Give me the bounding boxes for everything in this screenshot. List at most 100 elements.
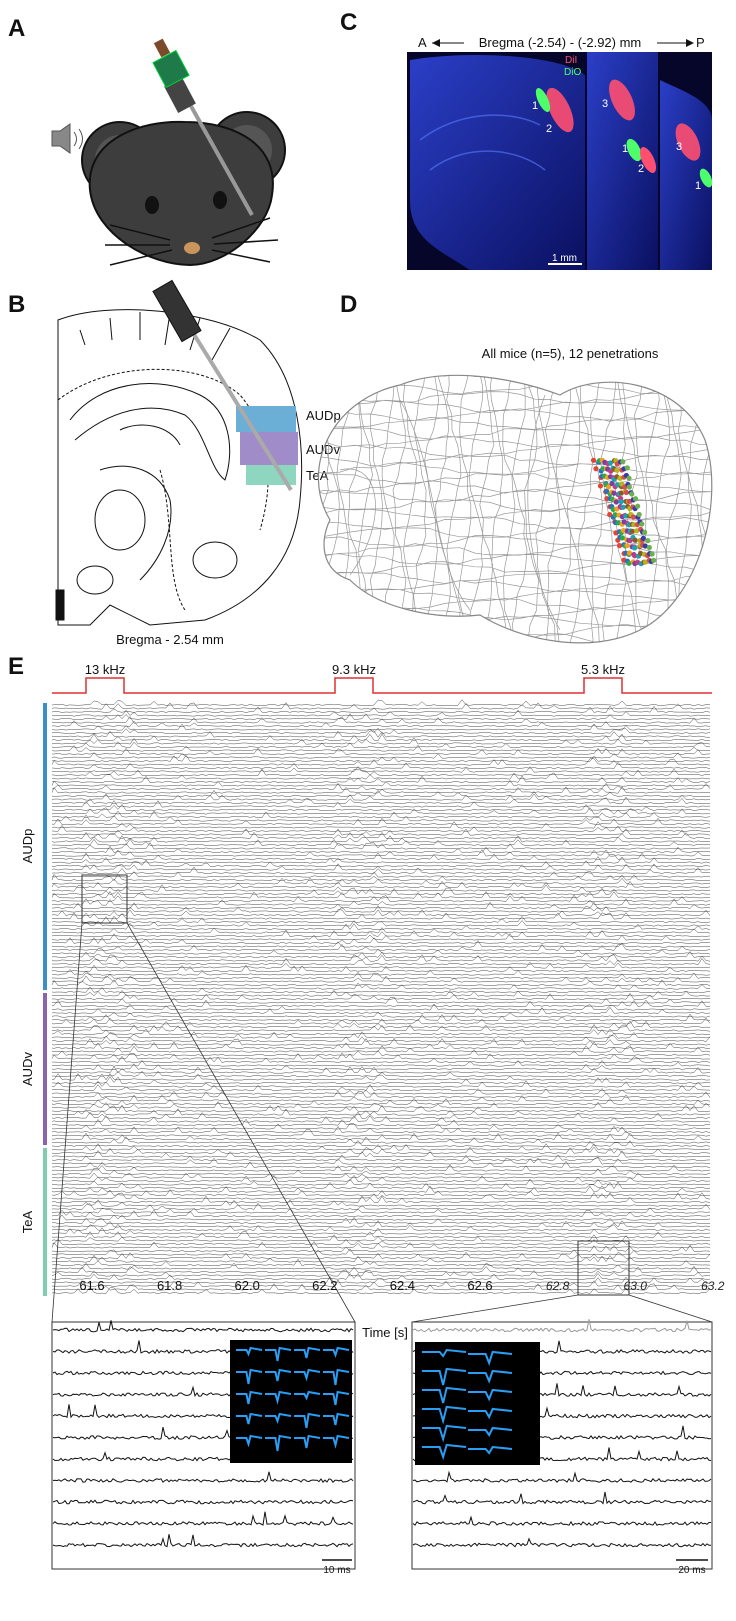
site xyxy=(593,466,599,472)
dye-label: DiO xyxy=(564,67,581,78)
site xyxy=(607,460,614,466)
axis-label: Time [s] xyxy=(362,1325,408,1340)
track-label: 3 xyxy=(602,98,608,110)
panel-label: B xyxy=(8,291,25,318)
region-bar xyxy=(43,993,47,1145)
axis-end-label: A xyxy=(418,35,427,50)
site xyxy=(613,499,619,505)
waveform-inset xyxy=(230,1340,352,1463)
site xyxy=(597,483,604,489)
recording-sites xyxy=(590,457,657,567)
region-tea xyxy=(246,465,296,485)
site xyxy=(624,465,630,471)
arrow xyxy=(686,39,694,47)
region-bar xyxy=(43,703,47,990)
panel-label: D xyxy=(340,291,357,318)
site xyxy=(590,457,597,463)
site xyxy=(645,538,651,544)
region-label: AUDv xyxy=(20,1052,35,1086)
raw-traces xyxy=(51,699,711,1294)
histology-image xyxy=(407,52,713,270)
site xyxy=(623,513,629,519)
site xyxy=(612,512,618,518)
site xyxy=(616,543,623,549)
caption: Bregma - 2.54 mm xyxy=(116,632,224,647)
time-tick-label: 61.6 xyxy=(79,1278,104,1293)
time-axis: 61.6 61.8 62.0 62.2 62.4 62.6 62.8 63.0 63.2 xyxy=(79,1278,724,1293)
site xyxy=(638,550,644,557)
panel-label: E xyxy=(8,653,24,680)
site xyxy=(635,503,641,509)
site xyxy=(614,467,620,473)
panel-title: All mice (n=5), 12 penetrations xyxy=(482,346,659,361)
scale-bar-label: 20 ms xyxy=(678,1565,705,1576)
time-tick-label: 63.0 xyxy=(624,1279,648,1293)
wire-lines xyxy=(318,375,712,643)
site xyxy=(640,535,646,542)
dye-label: DiI xyxy=(565,55,577,66)
site xyxy=(620,504,626,510)
axis-end-label: P xyxy=(696,35,705,50)
scale-bar-label: 1 mm xyxy=(552,253,577,264)
site xyxy=(632,496,639,502)
inset-traces xyxy=(52,1320,354,1548)
site xyxy=(630,514,637,520)
zoom-box xyxy=(577,1240,630,1296)
site xyxy=(619,535,625,541)
site xyxy=(626,484,633,490)
time-tick-label: 62.6 xyxy=(467,1278,492,1293)
zoom-lines xyxy=(51,922,713,1323)
axis-title: Bregma (-2.54) - (-2.92) mm xyxy=(479,35,642,50)
track-label: 1 xyxy=(695,180,701,192)
time-tick-label: 62.4 xyxy=(390,1278,415,1293)
site xyxy=(632,537,638,543)
region-bar xyxy=(43,1148,47,1296)
site xyxy=(609,480,615,487)
site xyxy=(649,551,655,557)
site xyxy=(651,557,657,563)
inset-traces xyxy=(412,1319,712,1333)
scale-bar-label: 10 ms xyxy=(323,1565,350,1576)
stimulus-label: 9.3 kHz xyxy=(332,662,376,677)
track-label: 2 xyxy=(546,123,552,135)
track-label: 3 xyxy=(676,141,682,153)
site xyxy=(626,498,632,504)
track-label: 1 xyxy=(622,143,628,155)
panel-label: C xyxy=(340,9,357,36)
zoom-box xyxy=(81,874,128,924)
site xyxy=(611,490,617,496)
region-label: TeA xyxy=(306,468,329,483)
stimulus-trace xyxy=(52,677,712,694)
inset-frame xyxy=(51,1321,356,1570)
site xyxy=(626,560,632,566)
time-tick-label: 62.8 xyxy=(546,1279,570,1293)
mouse-illustration xyxy=(51,38,286,267)
panel-label: A xyxy=(8,15,25,42)
stimulus-label: 13 kHz xyxy=(85,662,125,677)
site xyxy=(646,544,652,551)
time-tick-label: 63.2 xyxy=(701,1279,725,1293)
spike-waveforms xyxy=(236,1346,513,1461)
site xyxy=(629,491,635,497)
site xyxy=(618,490,624,496)
site xyxy=(639,521,645,527)
region-label: AUDp xyxy=(20,829,35,864)
site xyxy=(623,489,629,496)
region-label: TeA xyxy=(20,1210,35,1233)
time-tick-label: 62.2 xyxy=(312,1278,337,1293)
region-label: AUDp xyxy=(306,408,341,423)
site xyxy=(606,484,612,490)
time-tick-label: 62.0 xyxy=(235,1278,260,1293)
track-label: 2 xyxy=(638,163,644,175)
probe xyxy=(152,279,293,492)
site xyxy=(629,528,636,534)
track-label: 1 xyxy=(532,100,538,112)
region-audv xyxy=(240,432,298,465)
site xyxy=(626,475,632,481)
inset-traces xyxy=(412,1340,712,1548)
brain-wireframe xyxy=(318,375,712,643)
waveform-inset xyxy=(415,1342,540,1465)
site xyxy=(626,550,633,556)
site xyxy=(636,511,642,518)
